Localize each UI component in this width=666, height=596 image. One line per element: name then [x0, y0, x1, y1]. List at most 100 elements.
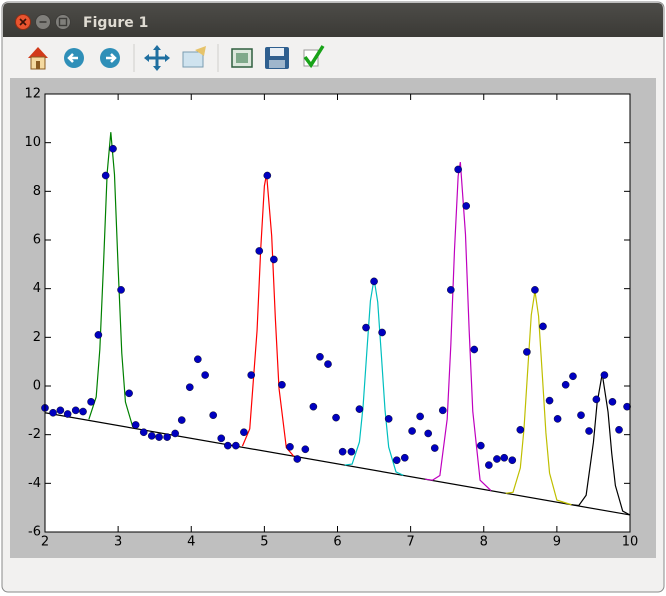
scatter-point: [470, 345, 479, 354]
scatter-point: [293, 455, 302, 463]
scatter-point: [247, 371, 256, 379]
y-tick-label: 0: [33, 379, 41, 394]
scatter-point: [71, 406, 80, 415]
plot: [41, 93, 631, 533]
scatter-point: [177, 416, 186, 424]
scatter-point: [139, 428, 148, 437]
scatter-point: [263, 171, 272, 180]
scatter-point: [454, 165, 462, 174]
scatter-point: [370, 277, 378, 286]
scatter-point: [109, 144, 117, 153]
minimize-button[interactable]: [35, 14, 51, 30]
scatter-point: [615, 425, 623, 434]
y-tick-label: 8: [33, 184, 41, 199]
x-tick-label: 5: [260, 535, 268, 550]
scatter-point: [147, 432, 156, 440]
pan-button[interactable]: [144, 45, 170, 71]
x-tick-label: 7: [406, 535, 414, 550]
scatter-point: [270, 255, 278, 264]
maximize-button[interactable]: [55, 14, 71, 30]
scatter-point: [232, 441, 240, 450]
scatter-point: [79, 407, 87, 416]
home-button[interactable]: [28, 47, 48, 70]
scatter-point: [545, 396, 554, 405]
scatter-point: [493, 455, 501, 463]
scatter-point: [155, 433, 163, 441]
scatter-point: [447, 286, 455, 294]
scatter-point: [194, 355, 202, 364]
scatter-point: [255, 247, 264, 255]
scatter-point: [117, 286, 125, 294]
scatter-point: [63, 410, 72, 418]
scatter-point: [523, 348, 531, 356]
scatter-point: [531, 286, 539, 294]
save-button[interactable]: [265, 47, 289, 69]
status-bar: [10, 558, 656, 585]
scatter-point: [585, 427, 593, 435]
scatter-point: [94, 331, 103, 339]
scatter-point: [209, 411, 217, 420]
scatter-point: [462, 202, 471, 210]
y-tick-label: 12: [24, 87, 41, 102]
scatter-point: [338, 447, 347, 456]
scatter-point: [217, 434, 226, 443]
scatter-point: [309, 402, 318, 411]
scatter-point: [508, 456, 517, 465]
y-tick-label: 4: [33, 281, 41, 296]
scatter-point: [171, 429, 179, 438]
scatter-point: [101, 171, 110, 180]
scatter-point: [392, 456, 401, 465]
scatter-point: [332, 413, 340, 422]
scatter-point: [49, 408, 57, 417]
x-tick-label: 10: [622, 535, 639, 550]
scatter-point: [608, 398, 617, 406]
back-button[interactable]: [64, 48, 84, 68]
scatter-point: [516, 425, 525, 434]
scatter-point: [623, 402, 631, 411]
scatter-point: [424, 429, 432, 438]
scatter-point: [185, 383, 194, 392]
scatter-point: [125, 389, 133, 398]
y-tick-label: -2: [28, 427, 41, 442]
y-tick-label: 6: [33, 233, 41, 248]
title-bar: [3, 3, 663, 37]
scatter-point: [539, 322, 547, 331]
zoom-button[interactable]: [182, 46, 206, 68]
scatter-point: [286, 443, 294, 451]
x-tick-label: 8: [480, 535, 488, 550]
forward-button[interactable]: [100, 48, 120, 68]
y-tick-label: 10: [24, 135, 41, 150]
scatter-point: [278, 380, 286, 389]
scatter-point: [324, 360, 332, 368]
scatter-point: [569, 372, 577, 381]
scatter-point: [301, 445, 310, 454]
scatter-point: [384, 415, 393, 423]
scatter-point: [163, 433, 171, 441]
curve: [425, 162, 492, 492]
configure-button[interactable]: [231, 48, 253, 68]
x-tick-label: 6: [333, 535, 341, 550]
scatter-point: [56, 406, 65, 415]
scatter-point: [500, 453, 509, 462]
scatter-point: [408, 427, 416, 435]
close-button[interactable]: [15, 14, 31, 30]
scatter-point: [477, 441, 485, 450]
edit-parameters-button[interactable]: [303, 45, 325, 69]
axes-frame: [44, 93, 631, 533]
scatter-point: [577, 411, 585, 420]
scatter-point: [600, 371, 609, 379]
scatter-point: [240, 428, 248, 437]
x-tick-label: 4: [187, 535, 195, 550]
scatter-point: [378, 328, 386, 337]
scatter-point: [553, 415, 562, 423]
scatter-point: [430, 444, 439, 452]
scatter-point: [561, 380, 570, 389]
x-tick-label: 9: [553, 535, 561, 550]
scatter-point: [131, 421, 140, 429]
y-tick-label: -6: [28, 525, 41, 540]
scatter-point: [362, 323, 370, 332]
scatter-point: [355, 405, 364, 413]
window-title: Figure 1: [83, 15, 148, 31]
